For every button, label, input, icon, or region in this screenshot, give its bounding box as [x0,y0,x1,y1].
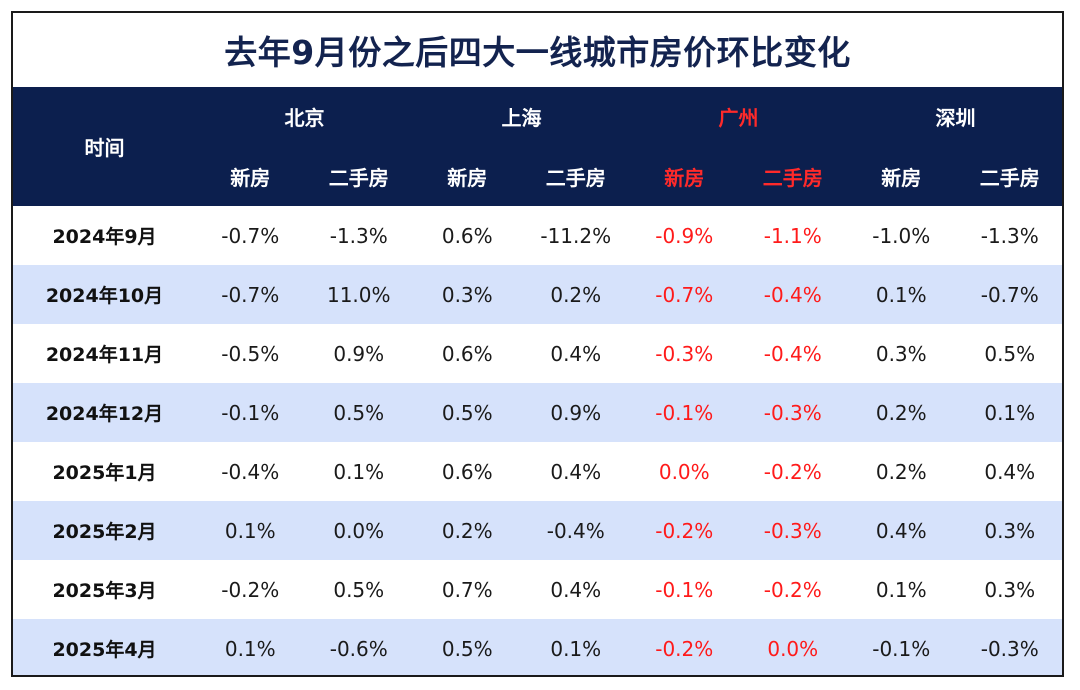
header-resale-home: 二手房 [304,146,413,206]
table-cell: 0.2% [875,459,927,484]
table-row: 2024年10月 -0.7% 11.0% 0.3% 0.2% -0.7% -0.4% 0.1%… [13,265,1062,324]
table-cell: -0.6% [304,619,413,675]
table-cell: -0.3% [738,501,847,560]
table-cell: -0.2% [763,577,822,602]
table-cell: -0.3% [955,619,1062,675]
table-cell: -0.5% [221,341,280,366]
table-cell: -0.1% [630,383,739,442]
table-cell: 0.4% [984,459,1036,484]
table-cell: 0.4% [847,501,956,560]
table-row: 2025年3月 -0.2% 0.5% 0.7% 0.4% -0.1% -0.2% 0.1% 0.… [13,560,1062,619]
header-city-shenzhen: 深圳 [847,87,1062,146]
table-cell: 0.4% [550,341,602,366]
table-cell: 0.6% [441,459,493,484]
header-new-home: 新房 [630,146,739,206]
table-cell: 0.0% [304,501,413,560]
table-cell: 0.9% [521,383,630,442]
table-cell: 0.1% [333,459,385,484]
header-new-home: 新房 [847,146,956,206]
row-time: 2025年4月 [13,619,196,675]
table-cell: -0.1% [655,577,714,602]
table-row: 2024年11月 -0.5% 0.9% 0.6% 0.4% -0.3% -0.4% 0.3% 0… [13,324,1062,383]
header-resale-home: 二手房 [955,146,1062,206]
price-table: 时间 北京 上海 广州 深圳 新房 二手房 新房 二手房 新房 二手房 新房 二… [13,87,1062,675]
table-cell: 0.0% [738,619,847,675]
table-cell: 0.5% [984,341,1036,366]
header-city-shanghai: 上海 [413,87,630,146]
table-cell: 0.1% [196,501,305,560]
table-cell: 0.9% [333,341,385,366]
table-cell: 0.5% [413,383,522,442]
page-title: 去年9月份之后四大一线城市房价环比变化 [224,33,851,72]
table-cell: -0.7% [630,265,739,324]
header-city-guangzhou: 广州 [630,87,847,146]
table-cell: -0.2% [630,501,739,560]
table-cell: 0.2% [847,383,956,442]
table-cell: 0.4% [550,577,602,602]
table-row: 2025年1月 -0.4% 0.1% 0.6% 0.4% 0.0% -0.2% 0.2% 0.4… [13,442,1062,501]
row-time: 2025年3月 [52,580,157,602]
table-cell: 0.1% [847,265,956,324]
row-time: 2025年1月 [52,462,157,484]
header-city-beijing: 北京 [196,87,413,146]
table-cell: -11.2% [540,223,612,248]
table-cell: -0.1% [196,383,305,442]
row-time: 2024年10月 [13,265,196,324]
table-cell: 0.0% [658,459,710,484]
table-cell: -0.4% [763,341,822,366]
row-time: 2025年2月 [13,501,196,560]
table-cell: -0.9% [655,223,714,248]
table-cell: -0.7% [196,265,305,324]
table-cell: -1.3% [980,223,1039,248]
header-row-types: 新房 二手房 新房 二手房 新房 二手房 新房 二手房 [13,146,1062,206]
table-cell: -0.4% [738,265,847,324]
table-cell: -0.3% [738,383,847,442]
table-cell: -0.4% [221,459,280,484]
table-row: 2025年4月 0.1% -0.6% 0.5% 0.1% -0.2% 0.0% -0.1% -0… [13,619,1062,675]
table-cell: 0.3% [875,341,927,366]
table-cell: 0.1% [875,577,927,602]
table-cell: 0.3% [955,501,1062,560]
table-cell: 0.5% [413,619,522,675]
header-new-home: 新房 [196,146,305,206]
table-cell: 0.4% [550,459,602,484]
table-body: 2024年9月 -0.7% -1.3% 0.6% -11.2% -0.9% -1.1% -1.… [13,206,1062,675]
header-row-cities: 时间 北京 上海 广州 深圳 [13,87,1062,206]
row-time: 2024年9月 [52,226,157,248]
table-cell: -0.7% [955,265,1062,324]
table-cell: -0.2% [630,619,739,675]
table-cell: -1.1% [763,223,822,248]
header-time: 时间 [13,87,196,206]
table-cell: -1.3% [329,223,388,248]
table-cell: 0.5% [333,577,385,602]
table-cell: -0.3% [655,341,714,366]
table-row: 2024年9月 -0.7% -1.3% 0.6% -11.2% -0.9% -1.1% -1.… [13,206,1062,265]
table-cell: 0.6% [441,341,493,366]
row-time: 2024年11月 [45,344,164,366]
table-cell: 0.1% [196,619,305,675]
table-cell: -0.2% [221,577,280,602]
table-cell: -0.4% [521,501,630,560]
header-new-home: 新房 [413,146,522,206]
header-resale-home: 二手房 [521,146,630,206]
table-cell: 0.2% [413,501,522,560]
table-cell: -0.1% [847,619,956,675]
table-cell: -0.7% [221,223,280,248]
table-cell: 0.3% [413,265,522,324]
table-cell: -1.0% [872,223,931,248]
table-row: 2024年12月 -0.1% 0.5% 0.5% 0.9% -0.1% -0.3% 0.2% 0… [13,383,1062,442]
table-cell: 0.2% [521,265,630,324]
table-frame: 去年9月份之后四大一线城市房价环比变化 时间 北京 上海 广州 深圳 新房 二手… [11,11,1064,677]
table-cell: -0.2% [763,459,822,484]
table-row: 2025年2月 0.1% 0.0% 0.2% -0.4% -0.2% -0.3% 0.4% 0.… [13,501,1062,560]
table-cell: 11.0% [304,265,413,324]
table-cell: 0.1% [955,383,1062,442]
row-time: 2024年12月 [13,383,196,442]
table-cell: 0.1% [521,619,630,675]
table-cell: 0.3% [984,577,1036,602]
table-cell: 0.7% [441,577,493,602]
header-resale-home: 二手房 [738,146,847,206]
table-cell: 0.6% [441,223,493,248]
table-cell: 0.5% [304,383,413,442]
